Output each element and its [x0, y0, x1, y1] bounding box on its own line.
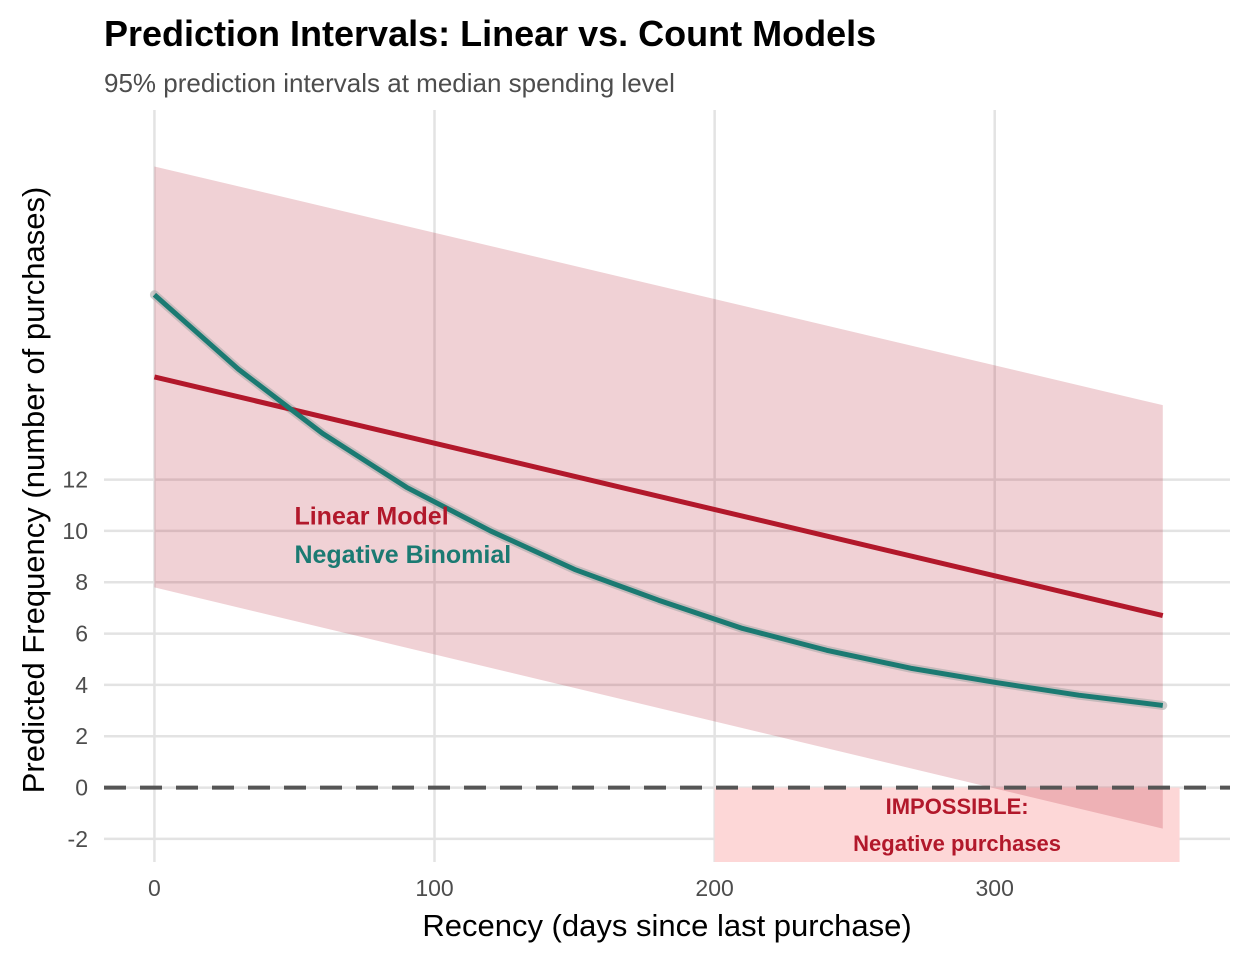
y-tick-label: 6 [75, 621, 88, 647]
impossible-region [714, 787, 1180, 862]
linear-model-label: Linear Model [294, 503, 448, 531]
negative-binomial-label: Negative Binomial [294, 541, 511, 569]
x-axis-title: Recency (days since last purchase) [422, 908, 911, 943]
y-tick-label: 0 [75, 775, 88, 801]
y-tick-label: -2 [68, 826, 88, 852]
x-tick-label: 100 [415, 875, 453, 901]
chart-title: Prediction Intervals: Linear vs. Count M… [104, 13, 876, 54]
y-tick-label: 12 [62, 467, 88, 493]
impossible-region-rect [714, 787, 1180, 862]
x-tick-label: 300 [976, 875, 1014, 901]
y-tick-label: 10 [62, 518, 88, 544]
y-axis-ticks: -2 0 2 4 6 8 10 12 [62, 467, 88, 852]
linear-model-line [153, 374, 1164, 619]
x-axis-ticks: 0 100 200 300 [148, 875, 1014, 901]
series-lines [149, 290, 1168, 710]
x-tick-label: 200 [695, 875, 733, 901]
y-axis-title: Predicted Frequency (number of purchases… [16, 187, 51, 794]
impossible-label-line2: Negative purchases [853, 831, 1061, 856]
negative-binomial-line [152, 292, 1164, 708]
chart-subtitle: 95% prediction intervals at median spend… [104, 68, 675, 98]
x-tick-label: 0 [148, 875, 161, 901]
y-tick-label: 8 [75, 569, 88, 595]
y-tick-label: 2 [75, 723, 88, 749]
y-tick-label: 4 [75, 672, 88, 698]
impossible-label-line1: IMPOSSIBLE: [886, 794, 1029, 819]
